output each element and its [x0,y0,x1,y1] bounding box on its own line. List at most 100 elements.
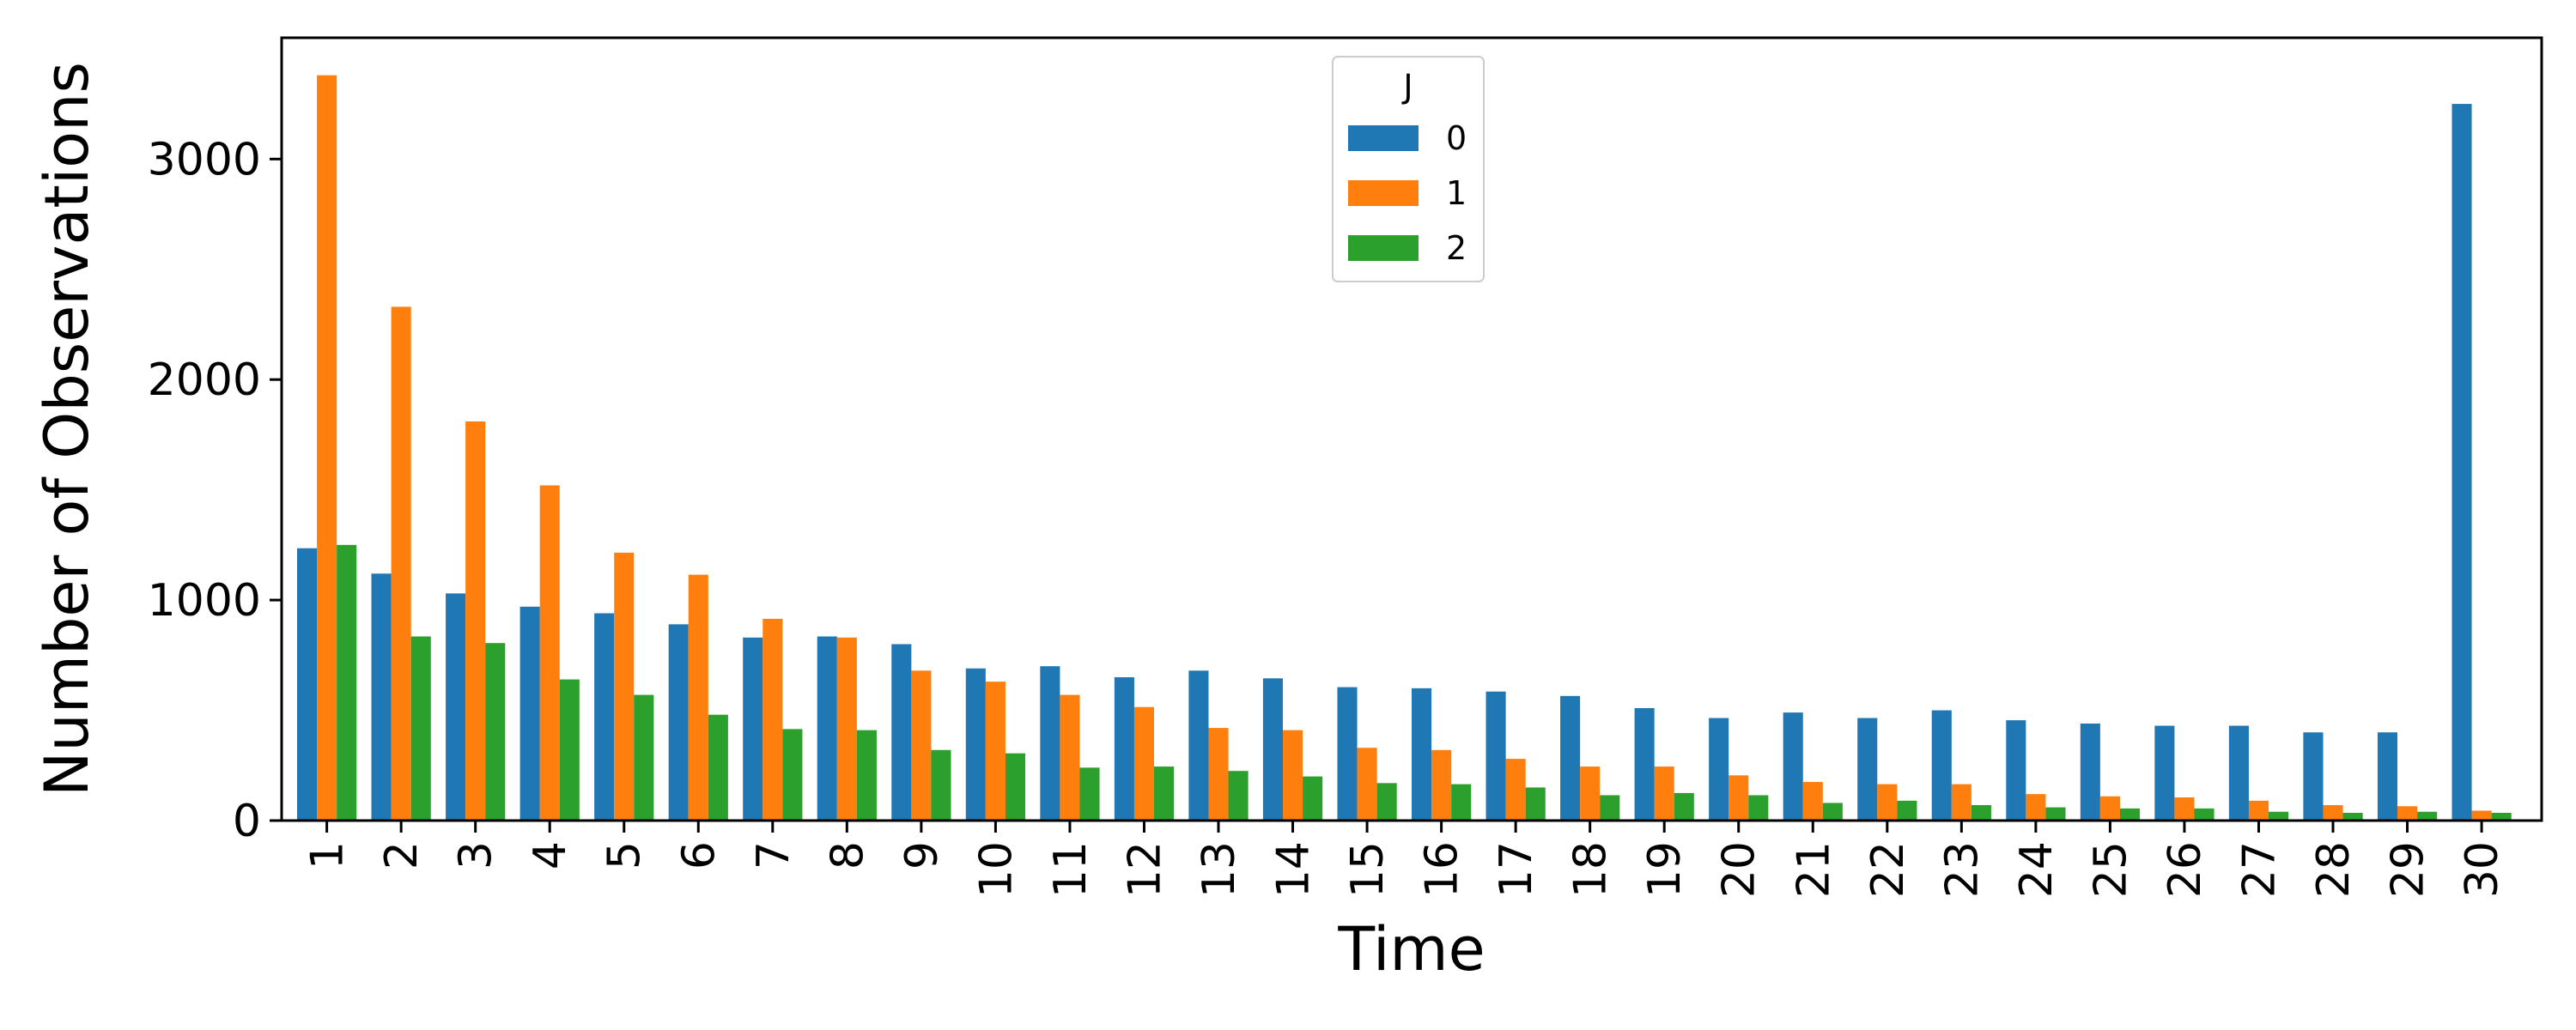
legend-label-2: 2 [1446,229,1467,267]
bar-series-2-time-10 [1005,753,1026,821]
bar-series-0-time-23 [1931,710,1952,821]
bar-series-0-time-14 [1262,678,1284,821]
bar-series-0-time-21 [1783,712,1803,821]
bar-series-2-time-3 [485,643,506,821]
bar-series-0-time-8 [817,636,837,821]
x-tick-label: 23 [1936,841,1988,898]
x-tick-label: 6 [673,841,725,869]
bar-series-2-time-21 [1822,803,1843,821]
legend-label-1: 1 [1446,174,1467,212]
legend-swatch-1 [1348,180,1419,206]
x-tick-label: 30 [2457,841,2508,898]
bar-series-0-time-16 [1412,688,1432,821]
bar-series-1-time-29 [2397,806,2418,821]
x-tick-label: 10 [970,841,1022,898]
x-axis-title: Time [1337,914,1485,985]
y-axis-title: Number of Observations [32,62,102,797]
bar-series-1-time-27 [2248,800,2269,821]
bar-series-0-time-13 [1188,670,1209,821]
bar-series-1-time-18 [1580,766,1601,821]
bar-series-1-time-5 [614,552,635,821]
x-tick-label: 20 [1714,841,1765,898]
x-tick-label: 16 [1417,841,1468,898]
bar-series-0-time-2 [371,573,392,821]
bar-series-0-time-19 [1634,707,1655,821]
bar-series-1-time-15 [1357,748,1377,821]
bar-series-0-time-17 [1485,691,1506,821]
y-axis: 0 1000 2000 3000 [148,134,282,847]
bar-series-0-time-11 [1040,666,1060,821]
bar-series-2-time-25 [2119,808,2141,821]
bar-series-0-time-18 [1560,695,1581,821]
bar-series-1-time-24 [2026,794,2046,821]
bar-series-1-time-4 [539,485,560,821]
bar-series-2-time-26 [2194,808,2215,821]
bar-series-0-time-24 [2006,720,2026,821]
bar-series-1-time-23 [1951,784,1971,821]
y-tick-label: 1000 [148,575,261,627]
x-tick-label: 19 [1639,841,1691,898]
bar-series-1-time-3 [465,421,486,821]
bar-series-1-time-14 [1283,730,1303,821]
bar-series-0-time-12 [1114,677,1134,821]
x-tick-label: 3 [451,841,502,869]
legend: J 0 1 2 [1332,56,1485,282]
y-tick-label: 0 [233,796,261,847]
y-tick-label: 2000 [148,354,261,406]
x-tick-label: 26 [2160,841,2211,898]
bar-series-2-time-27 [2269,811,2289,821]
bar-series-1-time-25 [2099,796,2120,821]
x-tick-label: 18 [1565,841,1617,898]
plot-frame [280,36,2543,822]
x-tick-label: 25 [2085,841,2136,898]
bar-series-1-time-30 [2471,810,2492,821]
bar-series-2-time-22 [1897,800,1917,821]
legend-box [1332,56,1485,282]
bar-series-1-time-17 [1505,759,1526,821]
bar-series-0-time-22 [1857,718,1878,821]
x-tick-label: 13 [1194,841,1245,898]
bars-layer [297,75,2512,821]
bar-series-0-time-29 [2377,732,2398,821]
x-tick-label: 29 [2383,841,2434,898]
bar-series-0-time-26 [2154,725,2175,821]
bar-series-2-time-16 [1451,784,1472,821]
x-tick-label: 21 [1788,841,1839,898]
bar-series-1-time-10 [985,682,1005,821]
x-axis: 1 2 3 4 5 6 7 8 9 10 11 12 13 14 15 16 17 18 19 20 21 22 23 24 2… [302,821,2508,898]
x-tick-label: 7 [748,841,799,869]
x-tick-label: 15 [1342,841,1394,898]
bar-series-2-time-30 [2491,813,2512,821]
legend-swatch-2 [1348,235,1419,261]
x-tick-label: 28 [2308,841,2360,898]
bar-series-2-time-5 [634,694,654,821]
bar-series-0-time-5 [594,613,615,821]
bar-series-2-time-19 [1674,792,1694,821]
bar-series-0-time-27 [2228,725,2249,821]
bar-series-1-time-19 [1654,766,1674,821]
bar-series-2-time-28 [2342,813,2363,821]
bar-series-1-time-7 [762,618,783,821]
bar-series-2-time-18 [1600,795,1620,821]
bar-series-2-time-11 [1079,767,1100,821]
x-tick-label: 22 [1862,841,1914,898]
bar-series-0-time-28 [2303,732,2324,821]
x-tick-label: 24 [2011,841,2063,898]
bar-series-1-time-9 [911,670,932,821]
bar-series-2-time-6 [708,714,728,821]
bar-series-0-time-3 [446,593,466,821]
y-tick-label: 3000 [148,134,261,185]
x-tick-label: 2 [376,841,428,869]
bar-series-0-time-25 [2080,723,2100,821]
x-tick-label: 5 [599,841,651,869]
x-tick-label: 17 [1491,841,1542,898]
bar-series-1-time-26 [2174,797,2195,821]
bar-series-1-time-6 [688,574,708,821]
bar-series-2-time-29 [2417,811,2438,821]
bar-series-1-time-13 [1208,728,1229,821]
bar-series-2-time-4 [559,679,580,821]
bar-series-0-time-20 [1709,718,1729,821]
bar-series-1-time-20 [1728,775,1749,821]
legend-swatch-0 [1348,125,1419,151]
